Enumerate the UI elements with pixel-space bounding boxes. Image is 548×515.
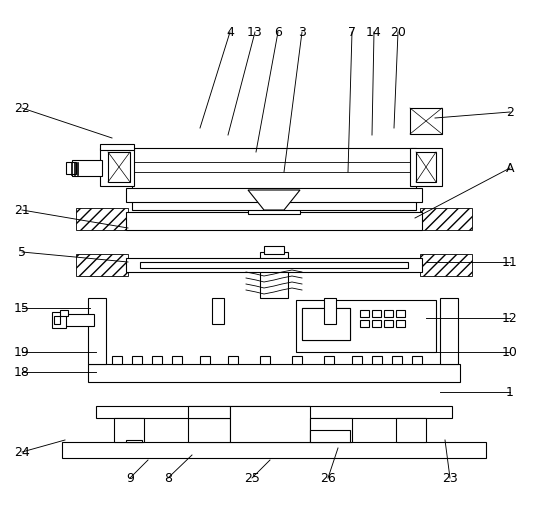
Bar bbox=[440, 298, 458, 364]
Text: 22: 22 bbox=[14, 101, 30, 114]
Bar bbox=[396, 310, 405, 317]
Bar bbox=[296, 300, 436, 352]
Text: 18: 18 bbox=[14, 366, 30, 379]
Text: 1: 1 bbox=[506, 386, 514, 399]
Polygon shape bbox=[248, 190, 300, 210]
Bar bbox=[126, 188, 422, 202]
Bar bbox=[260, 252, 288, 298]
Bar bbox=[412, 356, 422, 364]
Text: 11: 11 bbox=[502, 255, 518, 268]
Bar bbox=[264, 246, 284, 254]
Bar bbox=[152, 356, 162, 364]
Bar bbox=[372, 356, 382, 364]
Bar bbox=[310, 418, 352, 442]
Bar bbox=[258, 198, 290, 206]
Text: 26: 26 bbox=[320, 472, 336, 485]
Text: 13: 13 bbox=[247, 26, 263, 39]
Bar bbox=[410, 108, 442, 134]
Bar bbox=[324, 298, 336, 324]
Bar bbox=[248, 204, 300, 214]
Bar bbox=[384, 320, 393, 327]
Text: 5: 5 bbox=[18, 246, 26, 259]
Bar bbox=[230, 406, 310, 442]
Bar bbox=[420, 254, 472, 276]
Bar bbox=[126, 258, 422, 272]
Bar bbox=[188, 406, 230, 418]
Bar bbox=[60, 310, 68, 316]
Text: 2: 2 bbox=[506, 106, 514, 118]
Bar bbox=[416, 152, 436, 182]
Bar bbox=[66, 162, 76, 174]
Bar bbox=[292, 356, 302, 364]
Bar bbox=[54, 316, 60, 324]
Bar bbox=[384, 310, 393, 317]
Text: 20: 20 bbox=[390, 26, 406, 39]
Bar bbox=[352, 356, 362, 364]
Bar bbox=[410, 148, 442, 186]
Bar bbox=[372, 310, 381, 317]
Text: 23: 23 bbox=[442, 472, 458, 485]
Bar bbox=[310, 430, 350, 442]
Bar bbox=[302, 308, 350, 340]
Bar bbox=[62, 314, 94, 326]
Bar bbox=[126, 440, 142, 442]
Text: 6: 6 bbox=[274, 26, 282, 39]
Bar bbox=[76, 254, 128, 276]
Bar bbox=[392, 356, 402, 364]
Bar bbox=[72, 160, 102, 176]
Bar bbox=[212, 298, 224, 324]
Bar bbox=[114, 418, 144, 442]
Bar bbox=[140, 262, 408, 268]
Bar bbox=[172, 356, 182, 364]
Text: A: A bbox=[506, 162, 514, 175]
Bar bbox=[266, 192, 282, 200]
Bar bbox=[324, 356, 334, 364]
Bar bbox=[52, 312, 66, 328]
Text: 12: 12 bbox=[502, 312, 518, 324]
Bar bbox=[132, 148, 416, 210]
Text: 15: 15 bbox=[14, 301, 30, 315]
Text: 8: 8 bbox=[164, 472, 172, 485]
Text: 10: 10 bbox=[502, 346, 518, 358]
Text: 7: 7 bbox=[348, 26, 356, 39]
Bar bbox=[112, 356, 122, 364]
Bar bbox=[100, 144, 134, 150]
Bar bbox=[76, 208, 128, 230]
Bar bbox=[420, 208, 472, 230]
Bar bbox=[260, 356, 270, 364]
Bar bbox=[88, 364, 460, 382]
Bar bbox=[200, 356, 210, 364]
Bar bbox=[360, 320, 369, 327]
Bar bbox=[188, 418, 230, 442]
Text: 14: 14 bbox=[366, 26, 382, 39]
Bar bbox=[360, 310, 369, 317]
Bar bbox=[132, 356, 142, 364]
Text: 9: 9 bbox=[126, 472, 134, 485]
Text: 24: 24 bbox=[14, 445, 30, 458]
Bar bbox=[126, 212, 422, 230]
Bar bbox=[62, 442, 486, 458]
Text: 25: 25 bbox=[244, 472, 260, 485]
Bar bbox=[88, 298, 106, 364]
Text: 21: 21 bbox=[14, 203, 30, 216]
Bar bbox=[302, 308, 350, 340]
Bar bbox=[108, 152, 130, 182]
Bar bbox=[96, 406, 452, 418]
Text: 4: 4 bbox=[226, 26, 234, 39]
Bar bbox=[372, 320, 381, 327]
Bar bbox=[396, 320, 405, 327]
Bar bbox=[100, 148, 134, 186]
Text: 3: 3 bbox=[298, 26, 306, 39]
Bar bbox=[228, 356, 238, 364]
Bar bbox=[396, 418, 426, 442]
Text: 19: 19 bbox=[14, 346, 30, 358]
